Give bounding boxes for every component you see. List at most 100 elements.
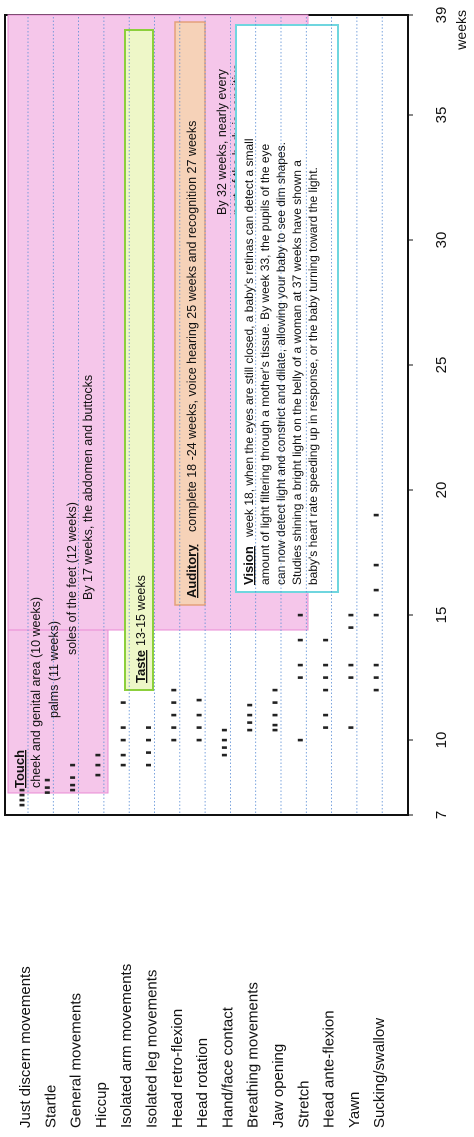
data-point [373, 563, 379, 567]
data-point [373, 663, 379, 667]
x-tick-label: 39 [433, 7, 450, 24]
data-point [272, 728, 278, 732]
data-point [221, 728, 227, 732]
data-point [348, 726, 354, 729]
x-tick-label: 20 [433, 482, 450, 499]
row-label: General movements [68, 993, 85, 1128]
data-point [373, 588, 379, 592]
vision-line: amount of light filtering through a moth… [258, 143, 272, 585]
row-label: Isolated arm movements [118, 964, 135, 1128]
data-point [373, 676, 379, 679]
data-point [171, 688, 177, 692]
data-point [70, 776, 76, 779]
x-axis-ticks: 7 10 15 20 25 30 35 39 [408, 7, 450, 819]
data-point [221, 746, 227, 749]
taste-box [124, 29, 154, 691]
row-label: Isolated leg movements [144, 970, 161, 1128]
data-point [196, 698, 202, 702]
data-point [146, 763, 151, 767]
plot-area: Touch cheek and genital area (10 weeks) pa… [4, 7, 469, 819]
row-label: Breathing movements [245, 982, 262, 1128]
data-point [146, 726, 151, 729]
row-label: Stretch [295, 1080, 312, 1128]
x-axis-label: weeks [453, 10, 469, 51]
vision-title: Vision [241, 546, 256, 585]
data-point [247, 721, 253, 724]
data-point [146, 738, 151, 742]
sensory-annotations: Touch cheek and genital area (10 weeks) pa… [7, 14, 339, 794]
data-point [120, 753, 126, 757]
data-point [19, 793, 25, 797]
vision-line: Studies shining a bright light on the be… [290, 160, 304, 585]
data-point [196, 738, 202, 742]
touch-title: Touch [12, 750, 27, 788]
x-tick-label: 10 [433, 732, 450, 749]
auditory-text: complete 18 -24 weeks, voice hearing 25 … [185, 121, 199, 532]
data-point [70, 783, 76, 787]
data-point [44, 778, 50, 782]
data-point [373, 688, 379, 692]
data-point [247, 713, 253, 717]
data-point [120, 738, 126, 742]
vision-line: baby's heart rate speeding up in respons… [306, 167, 320, 585]
taste-title: Taste [133, 650, 148, 683]
data-point [247, 728, 253, 732]
vision-line-1: week 18, when the eyes are still closed,… [242, 138, 256, 538]
data-point [348, 613, 354, 617]
data-point [323, 726, 329, 729]
data-point [297, 676, 303, 679]
row-label: Head retro-flexion [169, 1009, 186, 1128]
x-tick-label: 30 [433, 232, 450, 249]
touch-line-cheek: cheek and genital area (10 weeks) [29, 597, 43, 788]
data-point [373, 513, 379, 517]
row-label: Head rotation [194, 1038, 211, 1128]
taste-text: 13-15 weeks [134, 575, 148, 646]
touch-note-line: By 32 weeks, nearly every [215, 68, 229, 215]
data-point [70, 788, 76, 792]
row-labels: Just discern movements Startle General mov… [17, 964, 388, 1128]
data-point [348, 626, 354, 629]
data-point [171, 713, 177, 717]
data-point [247, 703, 253, 707]
data-point [323, 663, 329, 667]
data-point [297, 638, 303, 642]
x-tick-label: 7 [433, 811, 450, 819]
auditory-title: Auditory [184, 544, 199, 598]
row-label: Startle [42, 1085, 59, 1128]
data-point [221, 753, 227, 757]
x-tick-label: 25 [433, 357, 450, 374]
data-point [297, 663, 303, 667]
touch-line-soles: soles of the feet (12 weeks) [65, 502, 79, 655]
data-point [196, 713, 202, 717]
data-point [95, 763, 101, 767]
data-point [44, 786, 50, 789]
data-point [272, 688, 278, 692]
row-label: Just discern movements [17, 966, 34, 1128]
x-tick-label: 15 [433, 607, 450, 624]
data-point [95, 753, 101, 757]
data-point [297, 738, 303, 742]
x-tick-label: 35 [433, 107, 450, 124]
data-point [19, 803, 25, 807]
data-point [221, 738, 227, 742]
row-label: Sucking/swallow [371, 1018, 388, 1128]
row-label: Hiccup [93, 1082, 110, 1128]
data-point [146, 751, 151, 754]
row-label: Head ante-flexion [321, 1010, 338, 1128]
data-point [171, 726, 177, 729]
data-point [323, 713, 329, 717]
data-point [323, 676, 329, 679]
data-points [19, 513, 379, 807]
data-point [272, 713, 278, 717]
vision-box [235, 24, 339, 593]
data-point [19, 798, 25, 802]
touch-line-palms: palms (11 weeks) [47, 621, 61, 718]
data-point [297, 613, 303, 617]
touch-line-abdomen: By 17 weeks, the abdomen and buttocks [81, 375, 95, 600]
data-point [120, 763, 126, 767]
row-label: Jaw opening [270, 1044, 287, 1128]
data-point [95, 773, 101, 777]
data-point [44, 791, 50, 794]
data-point [120, 726, 126, 729]
data-point [323, 688, 329, 692]
